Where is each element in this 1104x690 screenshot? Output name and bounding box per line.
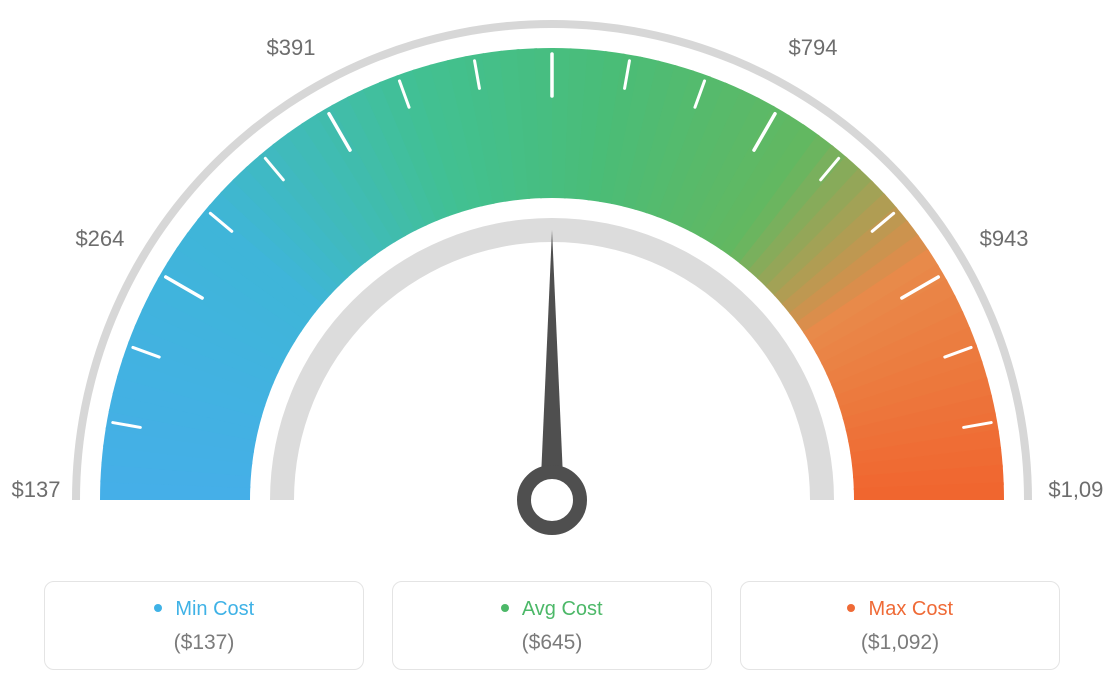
- legend-title-min: Min Cost: [55, 598, 353, 621]
- gauge-needle-hub: [524, 472, 580, 528]
- dot-icon: [154, 604, 162, 612]
- gauge-chart-container: $137$264$391$645$794$943$1,092 Min Cost …: [0, 0, 1104, 690]
- legend-card-max: Max Cost ($1,092): [740, 581, 1060, 670]
- legend-title-text: Avg Cost: [522, 598, 603, 620]
- legend-title-max: Max Cost: [751, 598, 1049, 621]
- gauge-svg: [0, 0, 1104, 560]
- legend-title-avg: Avg Cost: [403, 598, 701, 621]
- dot-icon: [847, 604, 855, 612]
- gauge-tick-label: $794: [789, 35, 838, 61]
- gauge-tick-label: $943: [980, 226, 1029, 252]
- legend-card-min: Min Cost ($137): [44, 581, 364, 670]
- legend-value-max: ($1,092): [751, 631, 1049, 655]
- legend-value-avg: ($645): [403, 631, 701, 655]
- gauge-area: $137$264$391$645$794$943$1,092: [0, 0, 1104, 560]
- dot-icon: [501, 604, 509, 612]
- gauge-tick-label: $1,092: [1048, 477, 1104, 503]
- gauge-tick-label: $264: [75, 226, 124, 252]
- legend-row: Min Cost ($137) Avg Cost ($645) Max Cost…: [0, 581, 1104, 670]
- legend-title-text: Max Cost: [869, 598, 953, 620]
- gauge-needle: [540, 230, 564, 500]
- legend-title-text: Min Cost: [175, 598, 254, 620]
- gauge-tick-label: $137: [12, 477, 61, 503]
- gauge-tick-label: $391: [267, 35, 316, 61]
- legend-card-avg: Avg Cost ($645): [392, 581, 712, 670]
- legend-value-min: ($137): [55, 631, 353, 655]
